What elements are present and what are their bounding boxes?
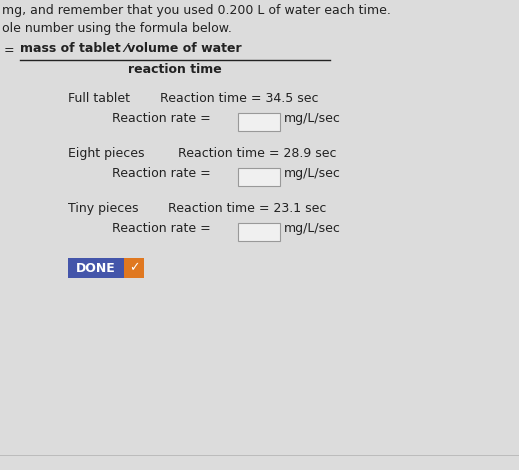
Text: Reaction time = 28.9 sec: Reaction time = 28.9 sec [178, 147, 336, 160]
Text: Eight pieces: Eight pieces [68, 147, 144, 160]
FancyBboxPatch shape [68, 258, 124, 278]
Text: Tiny pieces: Tiny pieces [68, 202, 139, 215]
FancyBboxPatch shape [124, 258, 144, 278]
Text: mg/L/sec: mg/L/sec [284, 167, 341, 180]
Text: ✓: ✓ [129, 261, 139, 274]
Text: Reaction rate =: Reaction rate = [112, 222, 211, 235]
Text: ole number using the formula below.: ole number using the formula below. [2, 22, 232, 35]
Text: Reaction time = 23.1 sec: Reaction time = 23.1 sec [168, 202, 326, 215]
Text: mg/L/sec: mg/L/sec [284, 222, 341, 235]
Text: mg/L/sec: mg/L/sec [284, 112, 341, 125]
Text: Reaction rate =: Reaction rate = [112, 112, 211, 125]
Text: reaction time: reaction time [128, 63, 222, 76]
FancyBboxPatch shape [238, 168, 280, 186]
Text: DONE: DONE [76, 261, 116, 274]
Text: =: = [4, 44, 15, 57]
Text: mg, and remember that you used 0.200 L of water each time.: mg, and remember that you used 0.200 L o… [2, 4, 391, 17]
FancyBboxPatch shape [238, 113, 280, 131]
Text: mass of tablet ⁄volume of water: mass of tablet ⁄volume of water [20, 42, 242, 55]
FancyBboxPatch shape [238, 223, 280, 241]
Text: Reaction time = 34.5 sec: Reaction time = 34.5 sec [160, 92, 319, 105]
Text: Reaction rate =: Reaction rate = [112, 167, 211, 180]
Text: Full tablet: Full tablet [68, 92, 130, 105]
